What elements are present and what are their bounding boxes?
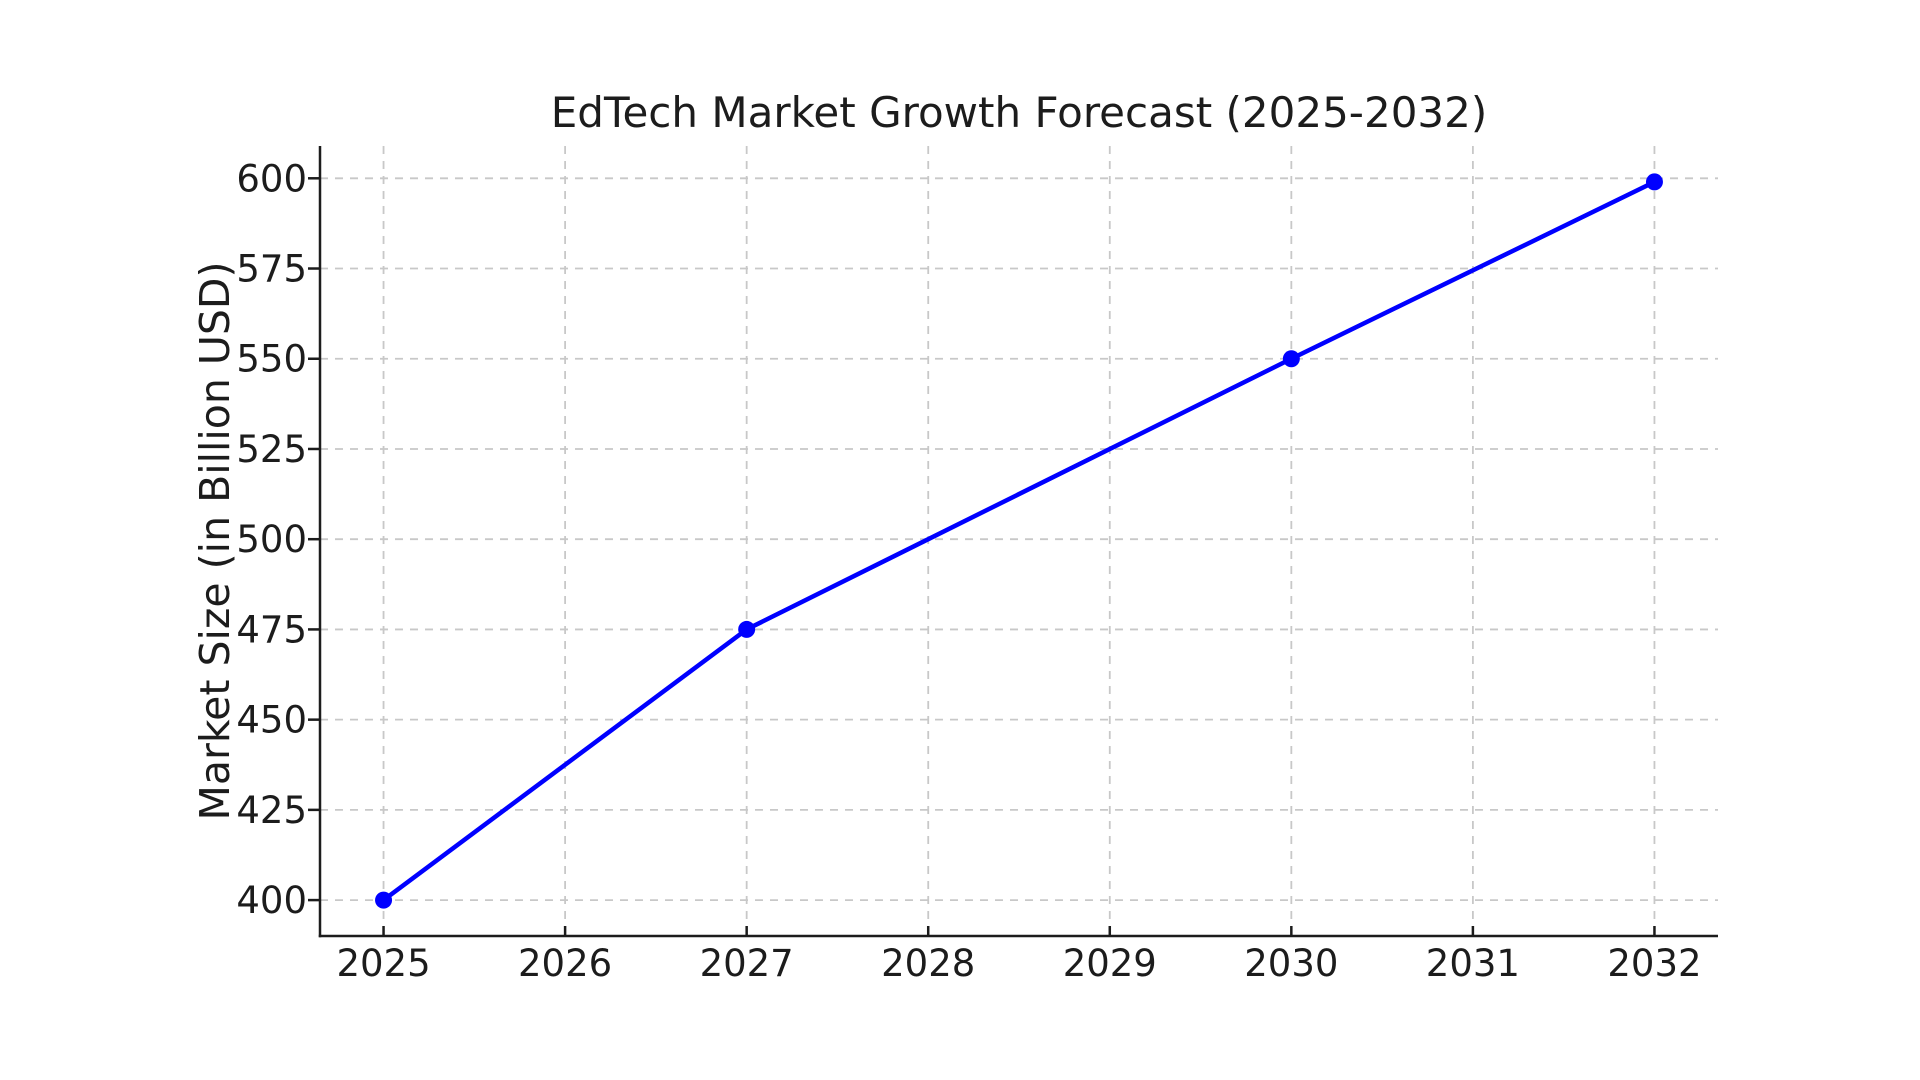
x-tick-label: 2032 [1607,942,1701,985]
data-point-marker [1282,350,1300,368]
y-tick-label: 525 [236,428,307,471]
x-tick-label: 2031 [1426,942,1520,985]
y-tick-label: 600 [236,157,307,200]
chart-title: EdTech Market Growth Forecast (2025-2032… [550,88,1488,137]
y-tick-label: 450 [236,699,307,742]
y-tick-label: 475 [236,608,307,651]
series-line [381,179,1657,903]
data-point-marker [1645,173,1663,191]
y-tick-label: 550 [236,338,307,381]
data-point-marker [738,620,756,638]
x-tick-label: 2029 [1063,942,1157,985]
y-axis-label: Market Size (in Billion USD) [191,261,239,821]
y-tick-label: 400 [236,879,307,922]
y-tick-label: 425 [236,789,307,832]
x-tick-label: 2030 [1244,942,1338,985]
x-tick-label: 2027 [700,942,794,985]
data-point-marker [375,891,393,909]
x-tick-label: 2026 [518,942,612,985]
y-tick-label: 500 [236,518,307,561]
x-tick-label: 2028 [881,942,975,985]
x-tick-label: 2025 [336,942,430,985]
y-tick-label: 575 [236,248,307,291]
